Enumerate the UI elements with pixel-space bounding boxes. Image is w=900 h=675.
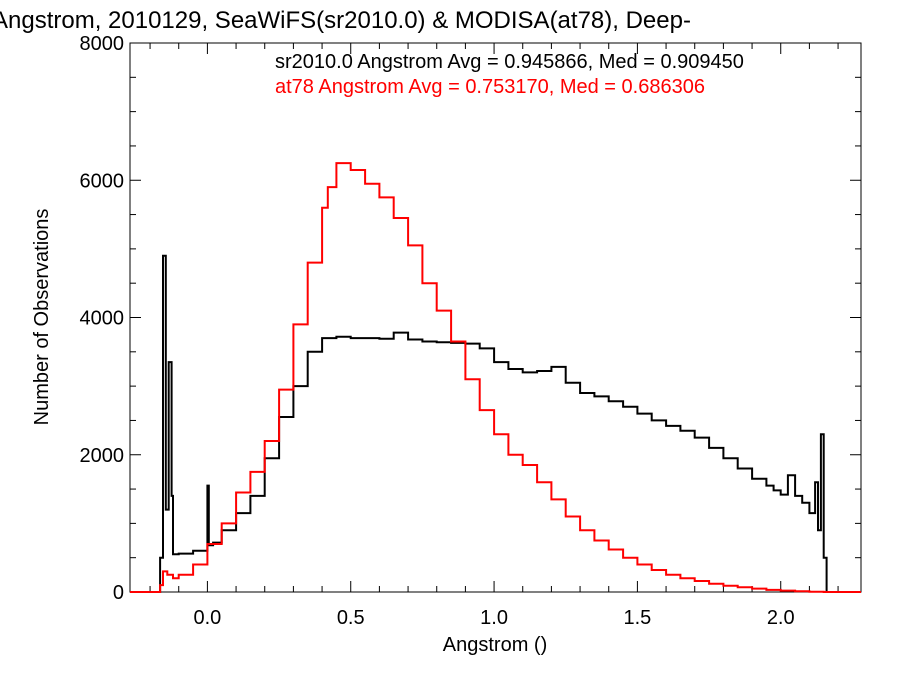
x-tick-label: 1.5 [623, 607, 651, 629]
plot-frame [129, 42, 862, 593]
x-tick-label: 0.5 [337, 607, 365, 629]
y-tick-label: 2000 [80, 445, 125, 467]
x-tick-label: 2.0 [767, 607, 795, 629]
series-group [130, 162, 861, 593]
y-tick-label: 0 [113, 582, 124, 604]
x-axis-label: Angstrom () [443, 634, 547, 656]
y-axis-label: Number of Observations [31, 209, 53, 426]
x-axis: 0.0 0.5 1.0 1.5 2.0 [149, 43, 839, 629]
sr2010-series-line [130, 254, 861, 593]
y-tick-label: 8000 [80, 33, 125, 55]
at78-stats-annotation: at78 Angstrom Avg = 0.753170, Med = 0.68… [275, 76, 705, 98]
sr2010-stats-annotation: sr2010.0 Angstrom Avg = 0.945866, Med = … [275, 51, 744, 73]
x-tick-label: 1.0 [480, 607, 508, 629]
y-axis: 0 2000 4000 6000 8000 [80, 33, 861, 604]
chart-title: Angstrom, 2010129, SeaWiFS(sr2010.0) & M… [0, 7, 691, 34]
at78-series-line [130, 162, 861, 593]
y-tick-label: 6000 [80, 170, 125, 192]
y-tick-label: 4000 [80, 308, 125, 330]
x-tick-label: 0.0 [193, 607, 221, 629]
